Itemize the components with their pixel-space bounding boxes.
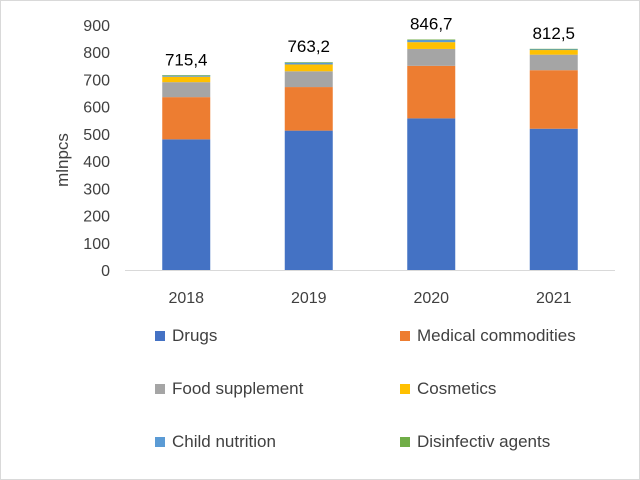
y-axis-ticks: 0 100 200 300 400 500 600 700 800 900 (83, 18, 110, 280)
y-tick-label: 0 (101, 263, 110, 280)
bar-segment-drugs-2020 (407, 118, 456, 270)
bar-segment-food-supplement-2019 (284, 71, 333, 88)
y-tick-label: 100 (83, 236, 110, 253)
x-tick-label: 2019 (291, 290, 327, 307)
bar-segment-disinfectiv-agents-2018 (162, 75, 211, 76)
bar-segment-medical-commodities-2018 (162, 97, 211, 140)
total-label: 812,5 (532, 24, 575, 43)
bar-segment-disinfectiv-agents-2020 (407, 39, 456, 41)
x-tick-label: 2018 (168, 290, 204, 307)
y-tick-label: 900 (83, 18, 110, 35)
bar-segment-medical-commodities-2019 (284, 87, 333, 131)
bar-segment-drugs-2019 (284, 130, 333, 270)
x-tick-label: 2020 (413, 290, 449, 307)
y-axis-title: mlnpcs (53, 133, 72, 187)
total-label: 715,4 (165, 50, 208, 69)
bar-segment-cosmetics-2018 (162, 76, 211, 83)
y-tick-label: 500 (83, 127, 110, 144)
bar-segment-cosmetics-2021 (529, 50, 578, 55)
bar-segment-food-supplement-2020 (407, 48, 456, 66)
bar-segment-child-nutrition-2019 (284, 62, 333, 65)
bar-segment-medical-commodities-2021 (529, 70, 578, 129)
bar-segment-cosmetics-2019 (284, 64, 333, 72)
bar-segment-disinfectiv-agents-2021 (529, 48, 578, 50)
total-labels: 715,4 763,2 846,7 812,5 (165, 15, 575, 70)
total-label: 763,2 (287, 37, 330, 56)
total-label: 846,7 (410, 15, 453, 34)
x-tick-label: 2021 (536, 290, 572, 307)
bar-segment-cosmetics-2020 (407, 42, 456, 49)
bar-segment-drugs-2018 (162, 139, 211, 270)
x-axis-ticks: 2018 2019 2020 2021 (168, 290, 571, 307)
y-tick-label: 400 (83, 154, 110, 171)
y-tick-label: 700 (83, 72, 110, 89)
y-tick-label: 800 (83, 45, 110, 62)
bars (162, 39, 578, 270)
y-tick-label: 300 (83, 181, 110, 198)
bar-segment-child-nutrition-2021 (529, 49, 578, 51)
bar-segment-drugs-2021 (529, 128, 578, 270)
bar-segment-food-supplement-2018 (162, 82, 211, 98)
bar-segment-disinfectiv-agents-2019 (284, 62, 333, 63)
y-tick-label: 200 (83, 209, 110, 226)
bar-segment-food-supplement-2021 (529, 54, 578, 71)
bar-segment-child-nutrition-2018 (162, 75, 211, 77)
bar-segment-medical-commodities-2020 (407, 65, 456, 119)
bar-segment-child-nutrition-2020 (407, 39, 456, 43)
y-tick-label: 600 (83, 100, 110, 117)
